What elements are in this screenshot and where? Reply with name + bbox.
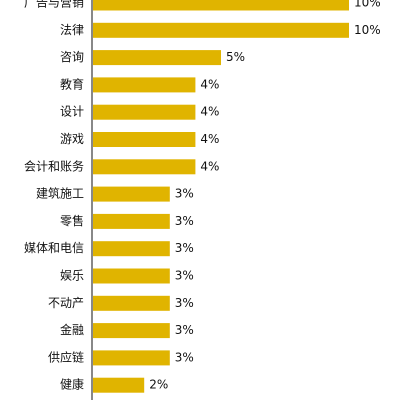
category-label: 健康: [60, 377, 84, 392]
bar: [93, 377, 145, 393]
bar: [93, 213, 170, 229]
value-label-group: 10% 10% 5% 4% 4% 4% 4% 3% 3% 3% 3% 3% 3% 3% 2%: [149, 0, 380, 392]
bar-group: [93, 0, 349, 393]
category-label: 教育: [60, 76, 84, 91]
category-label: 法律: [60, 23, 84, 37]
category-label: 不动产: [48, 296, 84, 310]
bar: [93, 50, 221, 66]
value-label: 3%: [175, 269, 194, 283]
bar: [93, 350, 170, 366]
category-label: 供应链: [48, 349, 84, 364]
bar: [93, 295, 170, 311]
value-label: 3%: [175, 350, 194, 364]
category-label: 会计和账务: [24, 158, 84, 173]
bar: [93, 132, 196, 147]
value-label: 4%: [200, 77, 219, 91]
value-label: 4%: [200, 159, 219, 173]
value-label: 3%: [175, 214, 194, 228]
value-label: 5%: [226, 50, 245, 64]
value-label: 4%: [200, 132, 219, 146]
category-label: 咨询: [60, 49, 84, 64]
value-label: 2%: [149, 378, 168, 392]
category-label-group: 广告与营销法律咨询教育设计游戏会计和账务建筑施工零售媒体和电信娱乐不动产金融供应…: [24, 0, 84, 392]
category-label: 金融: [60, 322, 84, 337]
category-label: 广告与营销: [24, 0, 84, 10]
category-label: 设计: [60, 105, 84, 119]
value-label: 4%: [200, 105, 219, 119]
bar: [93, 241, 170, 257]
bar: [93, 268, 170, 284]
category-label: 建筑施工: [36, 186, 84, 201]
value-label: 3%: [175, 187, 194, 201]
bar: [93, 0, 349, 11]
bar: [93, 323, 170, 339]
value-label: 10%: [354, 23, 381, 37]
value-label: 3%: [175, 296, 194, 310]
category-label: 媒体和电信: [24, 241, 84, 255]
category-label: 游戏: [60, 132, 84, 146]
category-label: 零售: [60, 213, 84, 228]
value-label: 3%: [175, 323, 194, 337]
bar: [93, 22, 349, 38]
bar: [93, 104, 196, 120]
bar: [93, 159, 196, 175]
value-label: 10%: [354, 0, 381, 10]
bar: [93, 77, 196, 93]
value-label: 3%: [175, 241, 194, 255]
bar: [93, 186, 170, 202]
category-label: 娱乐: [60, 269, 84, 283]
